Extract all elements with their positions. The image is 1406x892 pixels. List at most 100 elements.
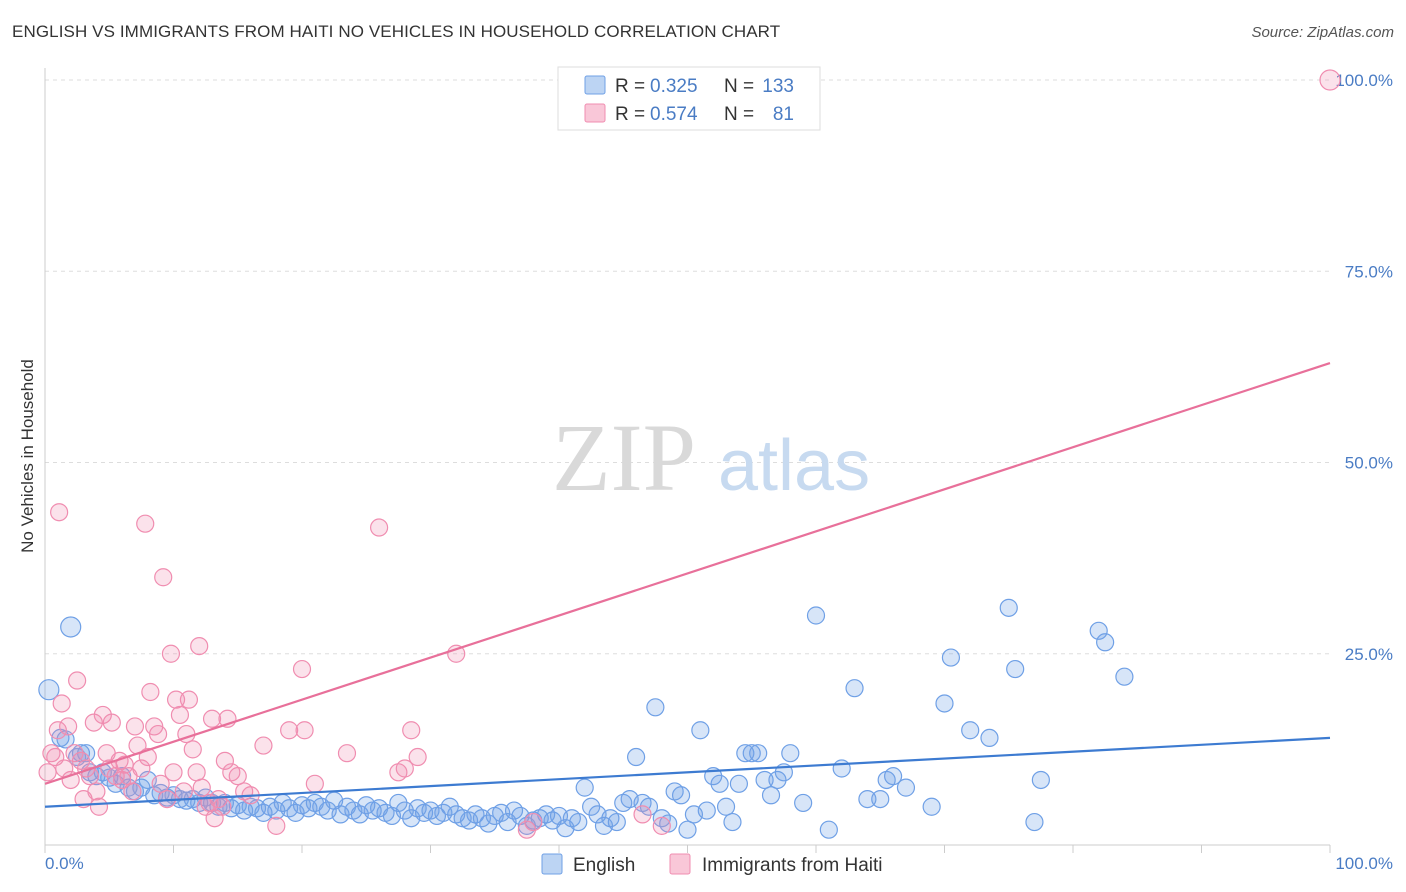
english-point [761, 786, 781, 805]
haiti-point [192, 778, 211, 797]
haiti-point [187, 763, 206, 782]
english-point [999, 598, 1018, 617]
bottom-label-english: English [573, 855, 635, 876]
english-point [38, 679, 60, 701]
y-tick-label: 100.0% [1335, 71, 1393, 90]
english-point [1096, 633, 1115, 652]
y-tick-label: 50.0% [1345, 454, 1393, 473]
watermark: ZIP atlas [552, 404, 870, 511]
haiti-point [141, 682, 160, 702]
legend-r-value-haiti: 0.574 [650, 104, 698, 125]
legend: R = 0.325 N = 133 R = 0.574 N = 81 [557, 66, 821, 131]
watermark-zip: ZIP [552, 404, 696, 511]
english-point [819, 820, 838, 839]
haiti-point [174, 782, 193, 801]
english-point [691, 721, 710, 740]
english-point [569, 812, 588, 832]
bottom-legend: English Immigrants from Haiti [541, 853, 883, 876]
english-point [1089, 621, 1108, 640]
english-point [671, 786, 691, 805]
haiti-point [280, 721, 299, 740]
haiti-point [136, 514, 155, 533]
english-point [1006, 659, 1025, 679]
haiti-point [151, 774, 170, 793]
bottom-swatch-haiti [669, 853, 691, 875]
haiti-point [123, 782, 142, 801]
grid-lines [45, 79, 1330, 655]
chart-title: ENGLISH VS IMMIGRANTS FROM HAITI NO VEHI… [12, 22, 781, 41]
haiti-point [52, 694, 71, 713]
haiti-point [652, 816, 671, 835]
english-point [749, 744, 768, 763]
english-point [1031, 770, 1050, 790]
haiti-point [292, 659, 312, 679]
english-point [935, 694, 954, 713]
watermark-atlas: atlas [718, 426, 870, 506]
english-point [781, 744, 800, 763]
haiti-point [337, 744, 357, 763]
english-point [922, 797, 941, 816]
bottom-label-haiti: Immigrants from Haiti [702, 855, 883, 876]
english-point [832, 759, 851, 778]
haiti-point [148, 724, 168, 744]
english-point [1025, 812, 1044, 832]
english-point [845, 679, 864, 698]
haiti-point [190, 636, 209, 656]
trend-lines [44, 362, 1331, 808]
haiti-point [633, 805, 652, 824]
source-label: Source: ZipAtlas.com [1251, 24, 1394, 41]
legend-swatch-english [584, 75, 606, 95]
legend-r-label-english: R = [615, 76, 645, 97]
haiti-point [179, 690, 199, 709]
english-point [980, 728, 999, 748]
english-point [697, 801, 716, 820]
english-point [626, 747, 646, 767]
english-point [794, 793, 813, 813]
haiti-point [164, 763, 183, 782]
axes [44, 68, 1331, 853]
bottom-swatch-english [541, 853, 563, 875]
haiti-point [59, 717, 78, 736]
english-point [806, 606, 826, 625]
haiti-point [228, 767, 247, 786]
haiti-point [370, 518, 389, 537]
haiti-point [166, 690, 186, 709]
english-point [961, 721, 980, 740]
english-point [710, 774, 729, 793]
english-point [678, 820, 697, 839]
english-point [883, 767, 903, 786]
haiti-point [183, 740, 202, 759]
english-point [607, 812, 626, 832]
haiti-point [50, 503, 69, 522]
english-point [871, 789, 890, 809]
haiti-point [89, 797, 109, 816]
haiti-point [102, 713, 121, 732]
legend-n-label-english: N = [724, 76, 754, 97]
legend-n-label-haiti: N = [724, 104, 754, 125]
haiti-point [254, 736, 273, 755]
english-point [1115, 667, 1134, 686]
english-point [575, 778, 594, 797]
series-english-points [38, 598, 1134, 839]
haiti-point [154, 568, 173, 587]
haiti-point [215, 751, 234, 770]
haiti-point [48, 721, 67, 740]
english-point [742, 744, 761, 763]
haiti-point [161, 644, 181, 663]
haiti-point [1319, 69, 1341, 91]
legend-r-label-haiti: R = [615, 104, 645, 125]
english-point [646, 698, 665, 717]
haiti-point [38, 763, 57, 782]
haiti-point [524, 812, 543, 832]
haiti-point [408, 747, 427, 767]
haiti-point [295, 721, 314, 740]
legend-n-value-english: 133 [762, 76, 794, 97]
haiti-point [202, 709, 222, 728]
english-point [60, 616, 82, 638]
haiti-point [267, 816, 286, 835]
english-point [736, 744, 755, 763]
english-point [941, 648, 961, 667]
haiti-point [395, 759, 414, 778]
haiti-point [138, 747, 157, 767]
